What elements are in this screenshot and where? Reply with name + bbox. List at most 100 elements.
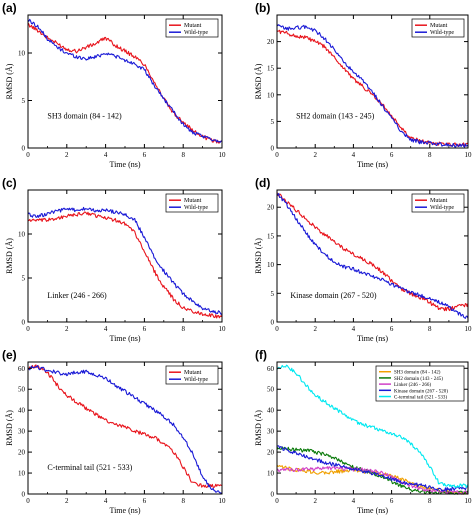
x-tick-label: 6 bbox=[143, 325, 147, 333]
x-tick-label: 2 bbox=[313, 325, 317, 333]
y-tick-label: 50 bbox=[267, 386, 275, 394]
y-tick-label: 10 bbox=[267, 470, 275, 478]
y-tick-label: 20 bbox=[267, 38, 275, 46]
panel-label-a: (a) bbox=[2, 1, 17, 15]
x-tick-label: 10 bbox=[465, 325, 473, 333]
x-tick-label: 10 bbox=[219, 497, 227, 505]
panel-b: (b) 0 2 4 6 8 10 0 5 10 15 20 Time (ns) RMSD (Å) SH2 d… bbox=[254, 1, 472, 169]
legend-label: Wild-type bbox=[184, 377, 208, 383]
panel-e: (e) 0 2 4 6 8 10 0 10 20 30 40 50 60 Time (ns) RMSD (Å)… bbox=[2, 348, 226, 515]
x-tick-label: 0 bbox=[26, 151, 30, 159]
y-tick-label: 40 bbox=[18, 407, 26, 415]
legend-label: Wild-type bbox=[184, 205, 208, 211]
x-tick-label: 10 bbox=[219, 325, 227, 333]
y-tick-label: 5 bbox=[22, 275, 26, 283]
y-tick-label: 5 bbox=[271, 290, 275, 298]
legend-label: Wild-type bbox=[430, 30, 454, 36]
legend-label: Mutant bbox=[184, 198, 202, 204]
y-tick-label: 10 bbox=[267, 261, 275, 269]
series-line-c-1 bbox=[27, 206, 223, 315]
y-axis-label: RMSD (Å) bbox=[254, 238, 263, 274]
x-tick-label: 4 bbox=[104, 497, 108, 505]
x-tick-label: 4 bbox=[104, 325, 108, 333]
x-axis-label: Time (ns) bbox=[109, 506, 140, 515]
legend-label: Mutant bbox=[184, 23, 202, 29]
x-tick-label: 2 bbox=[313, 151, 317, 159]
x-tick-label: 6 bbox=[390, 325, 394, 333]
legend-label: Mutant bbox=[184, 370, 202, 376]
y-tick-label: 20 bbox=[18, 449, 26, 457]
x-tick-label: 0 bbox=[275, 325, 279, 333]
series-line-f-2 bbox=[276, 466, 469, 495]
series-line-a-1 bbox=[27, 18, 223, 143]
y-tick-label: 0 bbox=[22, 491, 26, 499]
x-axis-label: Time (ns) bbox=[357, 506, 388, 515]
x-axis-label: Time (ns) bbox=[109, 334, 140, 343]
y-tick-label: 10 bbox=[18, 50, 26, 58]
x-tick-label: 8 bbox=[428, 497, 432, 505]
x-tick-label: 4 bbox=[352, 151, 356, 159]
legend-label: Mutant bbox=[430, 23, 448, 29]
x-tick-label: 0 bbox=[275, 497, 279, 505]
y-axis-label: RMSD (Å) bbox=[254, 63, 263, 99]
panel-c: (c) 0 2 4 6 8 10 0 5 10 Time (ns) RMSD (Å) Linker (2… bbox=[2, 176, 226, 343]
x-tick-label: 0 bbox=[26, 497, 30, 505]
x-tick-label: 8 bbox=[181, 497, 185, 505]
x-tick-label: 2 bbox=[65, 325, 69, 333]
series-line-f-3 bbox=[276, 445, 469, 492]
panel-a: (a) 0 2 4 6 8 10 0 5 10 Time (ns) RMSD (Å) SH3 domai… bbox=[2, 1, 226, 169]
series-line-a-0 bbox=[27, 22, 223, 144]
panel-label-f: (f) bbox=[255, 348, 267, 362]
series-line-b-0 bbox=[276, 29, 469, 147]
x-tick-label: 4 bbox=[352, 497, 356, 505]
panel-annotation: Linker (246 - 266) bbox=[47, 291, 107, 300]
x-tick-label: 0 bbox=[26, 325, 30, 333]
series-line-b-1 bbox=[276, 24, 469, 148]
x-tick-label: 6 bbox=[390, 497, 394, 505]
x-tick-label: 8 bbox=[428, 325, 432, 333]
panel-d: (d) 0 2 4 6 8 10 0 5 10 15 20 Time (ns) RMSD (Å) Kinas… bbox=[254, 176, 472, 343]
series-line-c-0 bbox=[27, 211, 223, 319]
y-tick-label: 30 bbox=[18, 428, 26, 436]
series-line-f-1 bbox=[276, 446, 469, 495]
series-line-e-0 bbox=[27, 364, 223, 488]
y-tick-label: 10 bbox=[18, 231, 26, 239]
y-tick-label: 40 bbox=[267, 407, 275, 415]
y-tick-label: 0 bbox=[271, 145, 275, 153]
x-tick-label: 8 bbox=[181, 151, 185, 159]
y-tick-label: 0 bbox=[271, 491, 275, 499]
y-tick-label: 20 bbox=[267, 449, 275, 457]
legend-label: Wild-type bbox=[430, 205, 454, 211]
x-tick-label: 4 bbox=[104, 151, 108, 159]
series-line-d-0 bbox=[276, 192, 469, 312]
x-tick-label: 6 bbox=[143, 151, 147, 159]
panel-label-b: (b) bbox=[255, 1, 270, 15]
x-tick-label: 4 bbox=[352, 325, 356, 333]
x-tick-label: 10 bbox=[465, 151, 473, 159]
y-tick-label: 10 bbox=[18, 470, 26, 478]
x-tick-label: 6 bbox=[390, 151, 394, 159]
y-tick-label: 30 bbox=[267, 428, 275, 436]
y-tick-label: 0 bbox=[22, 145, 26, 153]
y-axis-label: RMSD (Å) bbox=[5, 63, 14, 99]
x-axis-label: Time (ns) bbox=[357, 334, 388, 343]
y-tick-label: 50 bbox=[18, 386, 26, 394]
panel-label-e: (e) bbox=[2, 348, 17, 362]
panel-label-d: (d) bbox=[255, 176, 270, 190]
y-axis-label: RMSD (Å) bbox=[254, 410, 263, 446]
x-axis-label: Time (ns) bbox=[357, 160, 388, 169]
x-tick-label: 6 bbox=[143, 497, 147, 505]
panel-annotation: Kinase domain (267 - 520) bbox=[290, 291, 377, 300]
y-axis-label: RMSD (Å) bbox=[5, 410, 14, 446]
y-tick-label: 0 bbox=[271, 319, 275, 327]
y-tick-label: 60 bbox=[18, 365, 26, 373]
y-tick-label: 5 bbox=[22, 97, 26, 105]
x-tick-label: 10 bbox=[219, 151, 227, 159]
y-tick-label: 5 bbox=[271, 118, 275, 126]
y-tick-label: 15 bbox=[267, 65, 275, 73]
x-tick-label: 2 bbox=[65, 497, 69, 505]
series-line-d-1 bbox=[276, 193, 469, 319]
x-tick-label: 8 bbox=[181, 325, 185, 333]
